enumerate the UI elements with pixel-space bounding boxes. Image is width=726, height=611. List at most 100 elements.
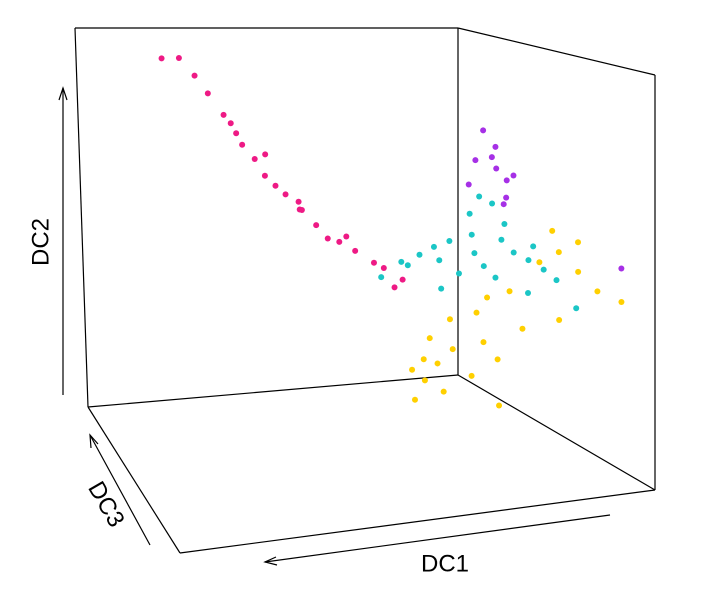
- point: [336, 238, 343, 245]
- point: [416, 251, 423, 258]
- point: [378, 274, 385, 281]
- point: [501, 220, 508, 227]
- point: [399, 276, 406, 283]
- point: [313, 222, 320, 229]
- point: [438, 285, 445, 292]
- point: [262, 151, 269, 158]
- point: [503, 177, 510, 184]
- point: [352, 247, 359, 254]
- point: [473, 309, 480, 316]
- box-edge: [457, 374, 656, 491]
- point: [420, 356, 427, 363]
- point: [575, 268, 582, 275]
- point: [421, 377, 428, 384]
- point: [471, 250, 478, 257]
- point: [480, 339, 487, 346]
- point: [549, 227, 556, 234]
- point: [261, 172, 268, 179]
- point: [492, 143, 499, 150]
- point: [494, 356, 501, 363]
- point: [510, 249, 517, 256]
- point: [525, 257, 532, 264]
- point: [466, 210, 473, 217]
- dc3-arrowhead: [89, 433, 99, 449]
- point: [556, 317, 563, 324]
- point: [426, 335, 433, 342]
- x-axis-label: DC1: [421, 550, 469, 577]
- point: [398, 258, 405, 265]
- point: [472, 157, 479, 164]
- point: [468, 372, 475, 379]
- point: [488, 154, 495, 161]
- point: [446, 316, 453, 323]
- axis-arrows: [58, 86, 611, 566]
- point: [618, 298, 625, 305]
- box-edge: [87, 374, 459, 408]
- point: [553, 277, 560, 284]
- point: [510, 172, 517, 179]
- point: [536, 259, 543, 266]
- point: [575, 239, 582, 246]
- point: [324, 235, 331, 242]
- point: [220, 111, 227, 118]
- point: [343, 233, 350, 240]
- point: [503, 194, 510, 201]
- point: [465, 181, 472, 188]
- point: [489, 200, 496, 207]
- point: [594, 288, 601, 295]
- box: [74, 27, 656, 554]
- point: [272, 182, 279, 189]
- point: [158, 55, 165, 62]
- z-axis-label: DC3: [82, 477, 129, 532]
- point: [468, 231, 475, 238]
- point: [480, 263, 487, 270]
- point: [492, 274, 499, 281]
- box-edge: [179, 489, 656, 554]
- point: [227, 120, 234, 127]
- point: [380, 264, 387, 271]
- dc2-arrowhead: [58, 86, 68, 101]
- dc3-arrow: [89, 434, 151, 546]
- point: [555, 249, 562, 256]
- box-edge: [74, 27, 89, 408]
- point: [430, 243, 437, 250]
- point: [204, 90, 211, 97]
- point: [440, 388, 447, 395]
- point: [282, 191, 289, 198]
- point: [409, 366, 416, 373]
- point: [391, 284, 398, 291]
- point: [446, 238, 453, 245]
- point: [239, 141, 246, 148]
- point: [455, 270, 462, 277]
- point: [434, 360, 441, 367]
- y-axis-label: DC2: [27, 218, 54, 266]
- point: [480, 127, 487, 134]
- point: [519, 325, 526, 332]
- point: [436, 257, 443, 264]
- point: [525, 290, 532, 297]
- point: [496, 402, 503, 409]
- point: [573, 305, 580, 312]
- point: [618, 265, 625, 272]
- point: [500, 201, 507, 208]
- point: [449, 346, 456, 353]
- point: [498, 236, 505, 243]
- point: [370, 259, 377, 266]
- box-edge: [457, 27, 656, 76]
- box-edge: [87, 406, 181, 554]
- point: [191, 72, 198, 79]
- point: [175, 55, 182, 62]
- point: [506, 288, 513, 295]
- dc1-arrow: [264, 514, 611, 563]
- point: [493, 165, 500, 172]
- point: [298, 207, 305, 214]
- point: [251, 156, 258, 162]
- dc1-arrowhead: [263, 556, 278, 566]
- point: [476, 193, 483, 200]
- point: [233, 130, 240, 137]
- point: [530, 243, 537, 250]
- point: [484, 294, 491, 301]
- point: [540, 266, 547, 273]
